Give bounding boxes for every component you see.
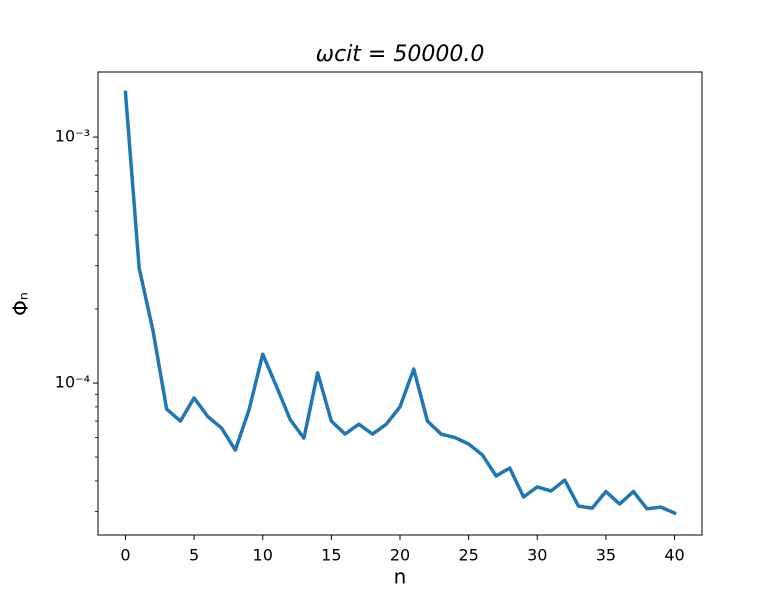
y-tick-label: 10⁻⁴ — [55, 373, 90, 392]
x-tick-label: 35 — [596, 546, 616, 565]
x-tick-label: 20 — [390, 546, 410, 565]
x-tick-label: 25 — [458, 546, 478, 565]
chart-title: ωcit = 50000.0 — [316, 42, 485, 67]
series-line — [123, 90, 677, 516]
y-tick-label: 10⁻³ — [55, 127, 90, 146]
x-tick-label: 30 — [527, 546, 547, 565]
x-tick-label: 0 — [120, 546, 130, 565]
x-tick-label: 10 — [253, 546, 273, 565]
x-axis-label: n — [394, 565, 407, 589]
y-axis-label: Φₙ — [9, 292, 33, 316]
x-tick-label: 15 — [321, 546, 341, 565]
x-tick-label: 5 — [189, 546, 199, 565]
x-tick-label: 40 — [664, 546, 684, 565]
plot-frame — [97, 71, 703, 536]
